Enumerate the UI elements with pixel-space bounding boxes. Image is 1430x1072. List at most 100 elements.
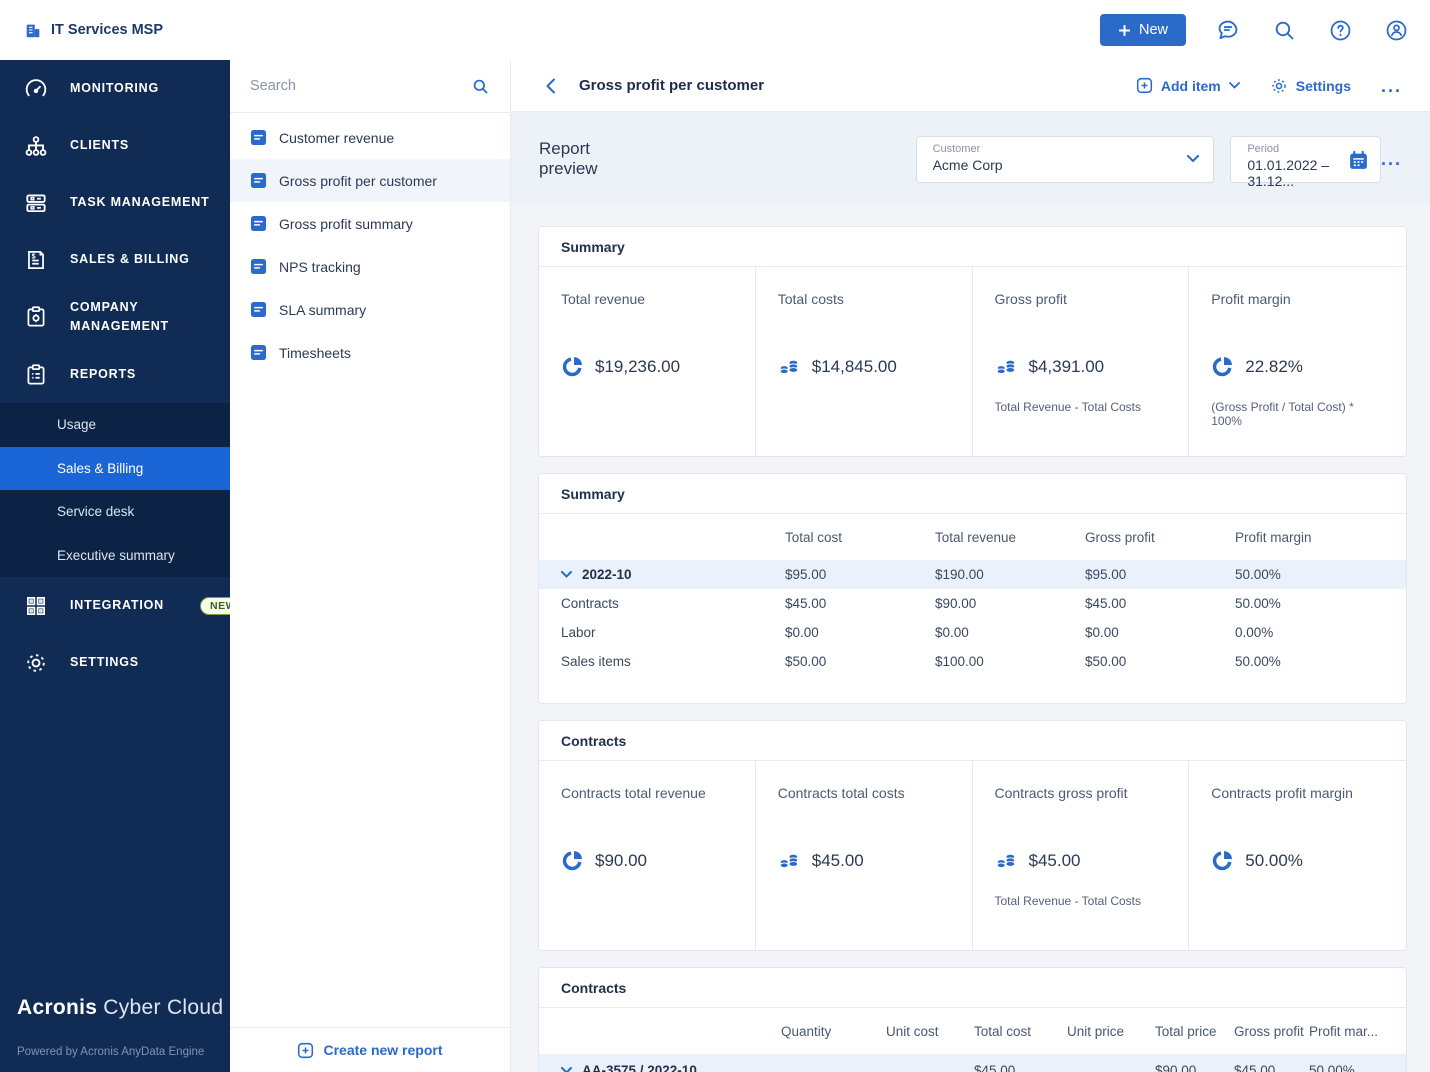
- stat-label: Total costs: [777, 291, 844, 307]
- settings-button[interactable]: Settings: [1270, 77, 1351, 95]
- back-icon[interactable]: [545, 78, 567, 94]
- column-header: Total cost: [785, 529, 843, 545]
- stat-value: $4,391.00: [1028, 356, 1105, 376]
- new-button[interactable]: New: [1099, 14, 1186, 46]
- sidebar-subitem-sales-billing[interactable]: Sales & Billing: [0, 446, 230, 490]
- sidebar-item-label: INTEGRATION: [70, 598, 164, 613]
- report-item-label: NPS tracking: [279, 258, 361, 275]
- search-input[interactable]: [250, 78, 471, 94]
- acronis-logo: Acronis Cyber Cloud: [17, 996, 223, 1020]
- main-area: Gross profit per customer Add item Setti…: [511, 60, 1430, 1072]
- column-header: Profit mar...: [1309, 1023, 1379, 1039]
- table-row-contracts[interactable]: Contracts $45.00 $90.00 $45.00 50.00%: [539, 589, 1406, 618]
- sidebar-subitem-usage[interactable]: Usage: [0, 403, 230, 447]
- settings-label: Settings: [1295, 77, 1351, 94]
- sidebar-item-label: TASK MANAGEMENT: [70, 195, 210, 210]
- sidebar-item-reports[interactable]: REPORTS: [0, 346, 230, 403]
- calendar-icon[interactable]: [1348, 150, 1369, 171]
- row-label: Contracts: [561, 596, 619, 611]
- pie-chart-icon: [1211, 355, 1234, 378]
- customer-label: Customer: [932, 142, 981, 155]
- account-icon[interactable]: [1382, 16, 1410, 44]
- stat-card-gross-profit: Gross profit $4,391.00 Total Revenue - T…: [973, 267, 1190, 456]
- pie-chart-icon: [561, 849, 584, 872]
- cell-profit-margin: 50.00%: [1235, 596, 1281, 611]
- pie-chart-icon: [561, 355, 584, 378]
- sidebar-item-integration[interactable]: INTEGRATION NEW: [0, 577, 246, 634]
- workspace-switcher[interactable]: IT Services MSP: [24, 21, 163, 39]
- chat-icon[interactable]: [1214, 16, 1242, 44]
- cell-profit-margin: 50.00%: [1235, 654, 1281, 669]
- table-row-2022-10[interactable]: 2022-10 $95.00 $190.00 $95.00 50.00%: [539, 560, 1406, 589]
- collapse-chevron-icon[interactable]: [561, 571, 573, 578]
- sidebar-item-company-management[interactable]: COMPANY MANAGEMENT: [0, 288, 230, 346]
- sidebar-item-sales-billing[interactable]: $ SALES & BILLING: [0, 231, 230, 288]
- sidebar-item-clients[interactable]: CLIENTS: [0, 117, 230, 174]
- cell-total-cost: $50.00: [785, 654, 827, 669]
- stat-card-contracts-profit-margin: Contracts profit margin 50.00%: [1189, 761, 1406, 950]
- report-item-nps-tracking[interactable]: NPS tracking: [230, 245, 510, 288]
- svg-text:$: $: [32, 253, 36, 260]
- sidebar-item-label: SALES & BILLING: [70, 252, 190, 267]
- panel-title: Contracts: [539, 968, 1406, 1008]
- stat-value: $45.00: [1028, 850, 1081, 870]
- row-label: 2022-10: [582, 567, 632, 582]
- sidebar-subitem-service-desk[interactable]: Service desk: [0, 490, 230, 534]
- more-actions-icon[interactable]: ...: [1380, 75, 1402, 96]
- panel-title: Summary: [539, 227, 1406, 267]
- reports-list: Customer revenue Gross profit per custom…: [230, 113, 510, 1027]
- gear-icon: [16, 650, 56, 676]
- sidebar-item-settings[interactable]: SETTINGS: [0, 634, 230, 691]
- contracts-table-panel: Contracts Quantity Unit cost Total cost …: [538, 967, 1407, 1072]
- reports-submenu: Usage Sales & Billing Service desk Execu…: [0, 403, 230, 577]
- cell-total-revenue: $190.00: [935, 567, 984, 582]
- subitem-label: Executive summary: [57, 547, 175, 563]
- cell-total-cost: $0.00: [785, 625, 819, 640]
- sidebar-subitem-executive-summary[interactable]: Executive summary: [0, 534, 230, 578]
- coins-icon: [995, 355, 1018, 378]
- plus-box-icon: [1136, 77, 1153, 94]
- column-header: Gross profit: [1085, 529, 1155, 545]
- table-row-labor[interactable]: Labor $0.00 $0.00 $0.00 0.00%: [539, 618, 1406, 647]
- report-item-sla-summary[interactable]: SLA summary: [230, 288, 510, 331]
- report-doc-icon: [250, 129, 267, 146]
- search-icon[interactable]: [1270, 16, 1298, 44]
- search-icon[interactable]: [471, 77, 490, 96]
- report-item-customer-revenue[interactable]: Customer revenue: [230, 116, 510, 159]
- coins-icon: [778, 355, 801, 378]
- report-item-timesheets[interactable]: Timesheets: [230, 331, 510, 374]
- table-row-aa-3575[interactable]: AA-3575 / 2022-10 $45.00 $90.00 $45.00 5…: [539, 1054, 1406, 1072]
- help-icon[interactable]: [1326, 16, 1354, 44]
- period-label: Period: [1247, 142, 1280, 155]
- stat-card-profit-margin: Profit margin 22.82% (Gross Profit / Tot…: [1189, 267, 1406, 456]
- clipboard-gear-icon: [16, 304, 56, 330]
- invoice-icon: $: [16, 247, 56, 273]
- period-value: 01.01.2022 – 31.12...: [1247, 156, 1330, 189]
- search-row: [230, 60, 510, 113]
- add-item-button[interactable]: Add item: [1136, 77, 1240, 94]
- sidebar-item-task-management[interactable]: TASK MANAGEMENT: [0, 174, 230, 231]
- table-row-sales-items[interactable]: Sales items $50.00 $100.00 $50.00 50.00%: [539, 647, 1406, 676]
- period-field[interactable]: Period 01.01.2022 – 31.12...: [1230, 135, 1381, 189]
- stat-label: Total revenue: [561, 291, 646, 307]
- toolbar-more-icon[interactable]: ...: [1380, 149, 1402, 169]
- sidebar-item-label: SETTINGS: [70, 655, 139, 670]
- sidebar-footer: Acronis Cyber Cloud Powered by Acronis An…: [17, 996, 223, 1058]
- report-item-gross-profit-per-customer[interactable]: Gross profit per customer: [230, 159, 510, 202]
- customer-select[interactable]: Customer Acme Corp: [915, 135, 1215, 183]
- stat-label: Contracts total costs: [777, 785, 905, 801]
- collapse-chevron-icon[interactable]: [561, 1066, 573, 1072]
- stat-card-total-costs: Total costs $14,845.00: [756, 267, 973, 456]
- stat-value: $19,236.00: [595, 356, 681, 376]
- report-doc-icon: [250, 301, 267, 318]
- stat-note: Total Revenue - Total Costs: [994, 894, 1142, 908]
- stat-value: 22.82%: [1245, 356, 1303, 376]
- sidebar-item-label: MONITORING: [70, 81, 160, 96]
- report-item-gross-profit-summary[interactable]: Gross profit summary: [230, 202, 510, 245]
- create-new-report-button[interactable]: Create new report: [230, 1027, 510, 1072]
- sidebar-item-monitoring[interactable]: MONITORING: [0, 60, 230, 117]
- chevron-down-icon: [1187, 154, 1200, 163]
- table-header-row: Quantity Unit cost Total cost Unit price…: [539, 1008, 1406, 1054]
- logo-light: Cyber Cloud: [103, 996, 224, 1019]
- stat-label: Contracts gross profit: [994, 785, 1128, 801]
